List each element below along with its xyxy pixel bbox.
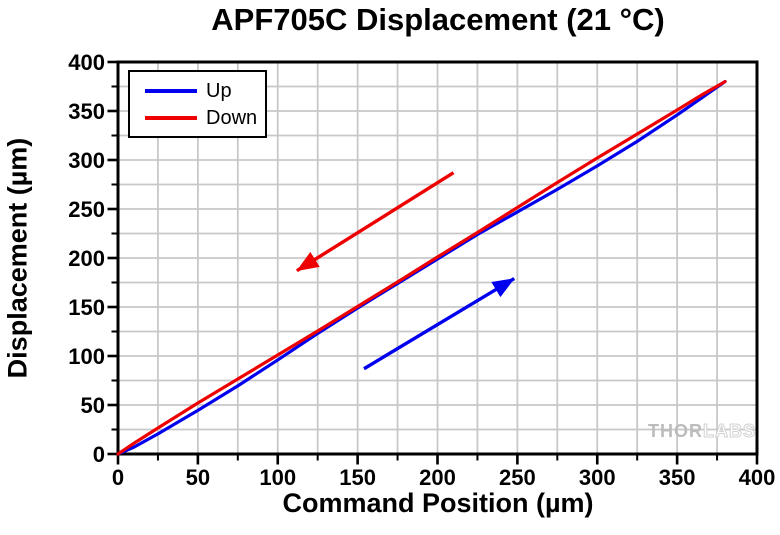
legend-line-sample-up — [145, 88, 197, 93]
svg-text:300: 300 — [68, 148, 105, 173]
watermark-labs-text: LABS — [703, 421, 756, 442]
axis-frame — [116, 60, 759, 456]
y-tick-labels: 0 50 100 150 200 250 300 350 400 — [68, 50, 105, 467]
svg-text:200: 200 — [419, 465, 456, 490]
legend-line-sample-down — [145, 115, 197, 120]
svg-text:400: 400 — [68, 50, 105, 75]
svg-text:250: 250 — [68, 197, 105, 222]
axis-ticks — [107, 60, 759, 465]
down-direction-arrow — [296, 171, 455, 273]
svg-text:100: 100 — [68, 344, 105, 369]
y-axis-title: Displacement (µm) — [2, 137, 33, 379]
legend-label-up: Up — [206, 79, 232, 102]
svg-text:150: 150 — [339, 465, 376, 490]
legend-label-down: Down — [206, 106, 258, 129]
svg-text:50: 50 — [81, 393, 105, 418]
svg-text:400: 400 — [739, 465, 776, 490]
svg-text:250: 250 — [499, 465, 536, 490]
thorlabs-watermark-logo: THORLABS — [648, 421, 756, 442]
svg-text:300: 300 — [579, 465, 616, 490]
legend-item-up: Up — [145, 81, 265, 101]
legend-item-down: Down — [145, 108, 265, 128]
x-axis-title: Command Position (µm) — [282, 488, 594, 518]
svg-text:100: 100 — [259, 465, 296, 490]
svg-text:200: 200 — [68, 246, 105, 271]
svg-text:0: 0 — [112, 465, 124, 490]
x-tick-labels: 0 50 100 150 200 250 300 350 400 — [112, 465, 775, 490]
svg-text:350: 350 — [659, 465, 696, 490]
svg-text:0: 0 — [93, 442, 105, 467]
legend: Up Down — [128, 70, 267, 138]
series-line-down — [116, 79, 727, 456]
up-direction-arrow — [363, 277, 516, 371]
watermark-thor-text: THOR — [648, 421, 703, 441]
svg-text:350: 350 — [68, 99, 105, 124]
svg-text:150: 150 — [68, 295, 105, 320]
chart-title: APF705C Displacement (21 °C) — [211, 2, 665, 37]
svg-text:50: 50 — [186, 465, 210, 490]
